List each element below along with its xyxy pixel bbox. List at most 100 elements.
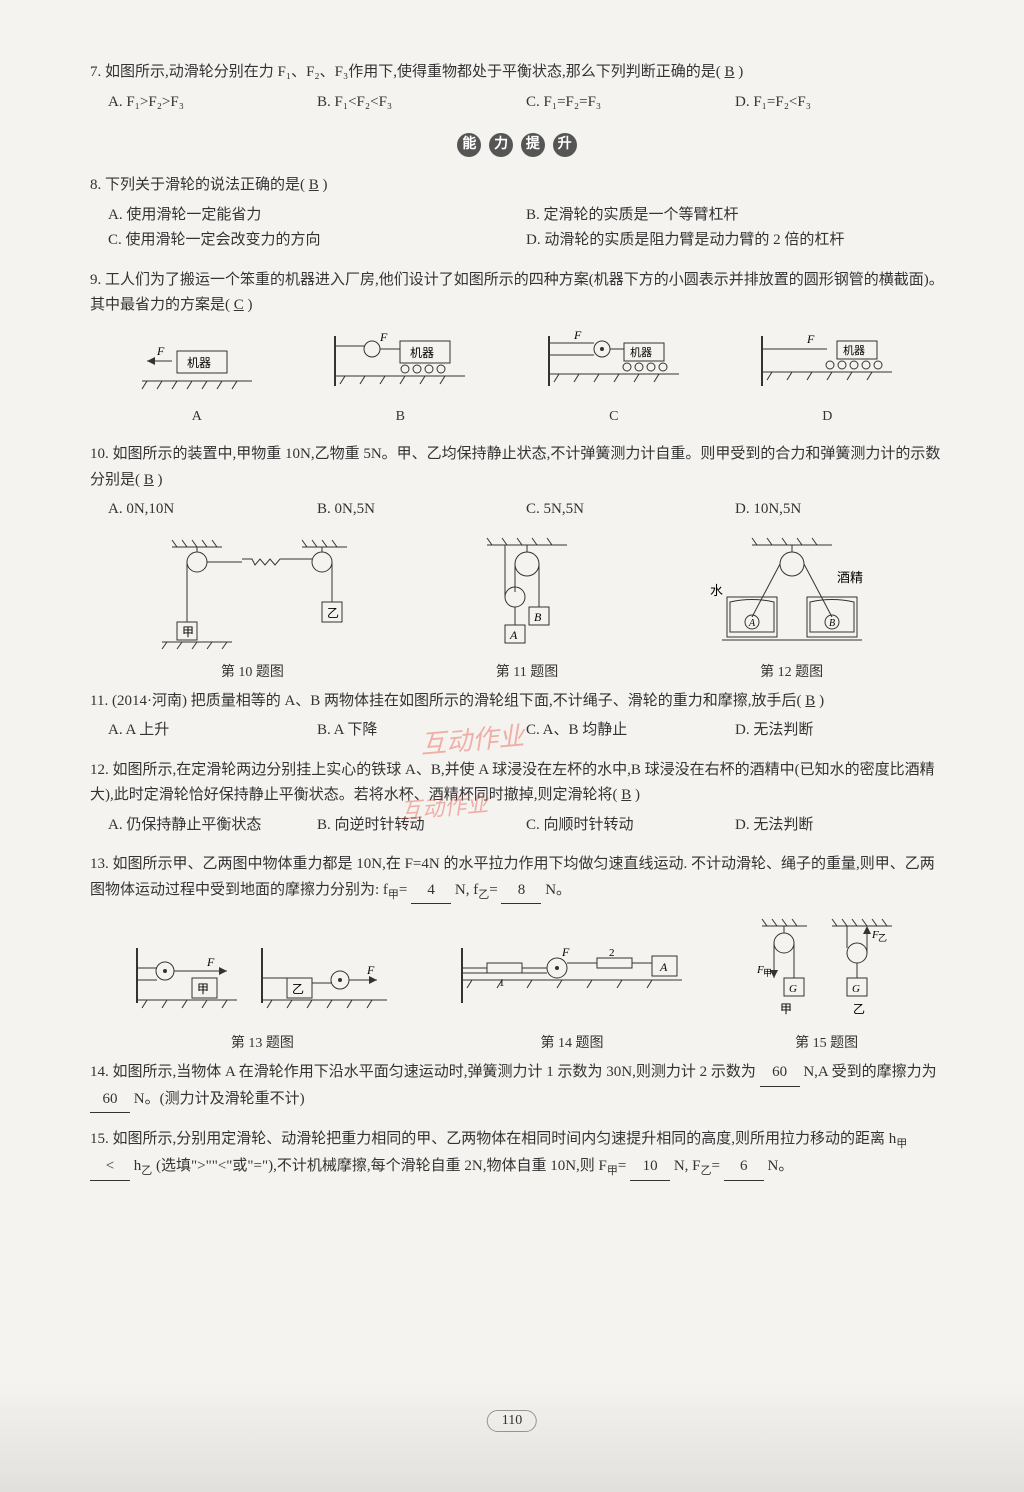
q9-fig-c: F 机器 C bbox=[544, 331, 684, 429]
box-label: 机器 bbox=[410, 346, 434, 360]
q12-opt-c: C. 向顺时针转动 bbox=[526, 813, 735, 839]
fig15-caption: 第 15 题图 bbox=[752, 1032, 902, 1052]
question-15: 15. 如图所示,分别用定滑轮、动滑轮把重力相同的甲、乙两物体在相同时间内匀速提… bbox=[90, 1127, 944, 1180]
q12-opt-d: D. 无法判断 bbox=[735, 813, 944, 839]
q13-sub1: 甲 bbox=[388, 889, 399, 901]
banner-char-2: 力 bbox=[489, 133, 513, 157]
q9-label-c: C bbox=[544, 405, 684, 429]
svg-text:F: F bbox=[206, 955, 215, 969]
q10-stem: 如图所示的装置中,甲物重 10N,乙物重 5N。甲、乙均保持静止状态,不计弹簧测… bbox=[90, 446, 940, 488]
q10-opt-c: C. 5N,5N bbox=[526, 497, 735, 523]
q8-num: 8. bbox=[90, 177, 101, 193]
q15-ans3: 6 bbox=[724, 1154, 764, 1181]
svg-text:F: F bbox=[366, 963, 375, 977]
fig-14: 1 2 A F 第 14 题图 bbox=[457, 938, 687, 1052]
q7-opt-b: B. F₁<F₂<F₃ bbox=[317, 90, 526, 116]
banner-char-4: 升 bbox=[553, 133, 577, 157]
q14-stem-c: N。(测力计及滑轮重不计) bbox=[134, 1091, 305, 1107]
question-10: 10. 如图所示的装置中,甲物重 10N,乙物重 5N。甲、乙均保持静止状态,不… bbox=[90, 442, 944, 523]
machine-diagram-c: F 机器 bbox=[544, 331, 684, 401]
q11-close: ) bbox=[819, 693, 824, 709]
page-shadow bbox=[0, 1382, 1024, 1492]
q14-num: 14. bbox=[90, 1064, 109, 1080]
force-label: F bbox=[573, 331, 582, 342]
q11-answer: B bbox=[805, 693, 815, 709]
q10-opt-a: A. 0N,10N bbox=[108, 497, 317, 523]
question-11: 11. (2014·河南) 把质量相等的 A、B 两物体挂在如图所示的滑轮组下面… bbox=[90, 689, 944, 744]
q9-stem: 工人们为了搬运一个笨重的机器进入厂房,他们设计了如图所示的四种方案(机器下方的小… bbox=[90, 272, 944, 314]
q15-stem-d: N, F bbox=[674, 1158, 701, 1174]
q11-prefix: (2014·河南) bbox=[112, 693, 187, 709]
box-label: 机器 bbox=[187, 356, 211, 370]
q9-label-d: D bbox=[757, 405, 897, 429]
water-label: 水 bbox=[710, 583, 723, 598]
svg-text:B: B bbox=[829, 618, 835, 629]
q7-options: A. F₁>F₂>F₃ B. F₁<F₂<F₃ C. F₁=F₂=F₃ D. F… bbox=[90, 90, 944, 116]
q7-answer: B bbox=[724, 64, 734, 80]
q12-opt-a: A. 仍保持静止平衡状态 bbox=[108, 813, 317, 839]
pulley-diagram-14: 1 2 A F bbox=[457, 938, 687, 1028]
q9-num: 9. bbox=[90, 272, 101, 288]
box-label: 机器 bbox=[630, 345, 652, 359]
q9-fig-d: F 机器 D bbox=[757, 331, 897, 429]
q15-ans2: 10 bbox=[630, 1154, 670, 1181]
q7-opt-c: C. F₁=F₂=F₃ bbox=[526, 90, 735, 116]
svg-text:乙: 乙 bbox=[853, 1002, 865, 1016]
q9-fig-a: F 机器 A bbox=[137, 341, 257, 429]
q9-figures: F 机器 A F 机器 B bbox=[90, 331, 944, 429]
machine-diagram-b: F 机器 bbox=[330, 331, 470, 401]
svg-text:甲: 甲 bbox=[763, 968, 772, 978]
svg-text:G: G bbox=[852, 983, 860, 995]
q13-stem-b: N。 bbox=[545, 882, 571, 898]
banner-char-3: 提 bbox=[521, 133, 545, 157]
question-12: 12. 如图所示,在定滑轮两边分别挂上实心的铁球 A、B,并使 A 球浸没在左杯… bbox=[90, 758, 944, 839]
pulley-diagram-12: A 水 B 酒精 bbox=[702, 537, 882, 657]
q10-answer: B bbox=[144, 472, 154, 488]
q15-stem-e: N。 bbox=[768, 1158, 794, 1174]
q11-opt-a: A. A 上升 bbox=[108, 718, 317, 744]
svg-text:甲: 甲 bbox=[197, 982, 209, 996]
q11-options: A. A 上升 B. A 下降 C. A、B 均静止 D. 无法判断 bbox=[90, 718, 944, 744]
svg-text:G: G bbox=[789, 983, 797, 995]
pulley-diagram-15: F甲 G 甲 F乙 G 乙 bbox=[752, 918, 902, 1028]
q12-options: A. 仍保持静止平衡状态 B. 向逆时针转动 C. 向顺时针转动 D. 无法判断 bbox=[90, 813, 944, 839]
q7-close: ) bbox=[738, 64, 743, 80]
svg-text:甲: 甲 bbox=[182, 625, 194, 639]
q8-opt-b: B. 定滑轮的实质是一个等臂杠杆 bbox=[526, 203, 944, 229]
svg-text:2: 2 bbox=[609, 947, 615, 959]
q13-num: 13. bbox=[90, 856, 109, 872]
fig12-caption: 第 12 题图 bbox=[702, 661, 882, 681]
q14-ans2: 60 bbox=[90, 1087, 130, 1114]
q10-options: A. 0N,10N B. 0N,5N C. 5N,5N D. 10N,5N bbox=[90, 497, 944, 523]
q7-stem: 如图所示,动滑轮分别在力 F₁、F₂、F₃作用下,使得重物都处于平衡状态,那么下… bbox=[105, 64, 721, 80]
fig-15: F甲 G 甲 F乙 G 乙 第 15 题图 bbox=[752, 918, 902, 1052]
question-14: 14. 如图所示,当物体 A 在滑轮作用下沿水平面匀速运动时,弹簧测力计 1 示… bbox=[90, 1060, 944, 1113]
svg-text:乙: 乙 bbox=[878, 933, 887, 943]
svg-text:乙: 乙 bbox=[292, 982, 304, 996]
q11-num: 11. bbox=[90, 693, 108, 709]
q9-label-a: A bbox=[137, 405, 257, 429]
pulley-diagram-10: 乙 甲 bbox=[152, 537, 352, 657]
question-13: 13. 如图所示甲、乙两图中物体重力都是 10N,在 F=4N 的水平拉力作用下… bbox=[90, 852, 944, 904]
q13-ans1: 4 bbox=[411, 878, 451, 905]
force-label: F bbox=[156, 344, 165, 358]
q10-opt-b: B. 0N,5N bbox=[317, 497, 526, 523]
machine-diagram-d: F 机器 bbox=[757, 331, 897, 401]
q11-opt-c: C. A、B 均静止 bbox=[526, 718, 735, 744]
svg-text:A: A bbox=[659, 960, 668, 974]
pulley-diagram-13: 甲 F 乙 F bbox=[132, 938, 392, 1028]
q10-close: ) bbox=[158, 472, 163, 488]
svg-text:B: B bbox=[534, 610, 542, 624]
q14-stem-b: N,A 受到的摩擦力为 bbox=[803, 1064, 936, 1080]
q9-close: ) bbox=[248, 297, 253, 313]
q15-stem-c: (选填">""<"或"="),不计机械摩擦,每个滑轮自重 2N,物体自重 10N… bbox=[156, 1158, 607, 1174]
svg-text:F: F bbox=[561, 945, 570, 959]
svg-text:A: A bbox=[748, 618, 756, 629]
section-banner: 能 力 提 升 bbox=[90, 133, 944, 157]
fig13-caption: 第 13 题图 bbox=[132, 1032, 392, 1052]
q12-answer: B bbox=[621, 787, 631, 803]
q7-opt-d: D. F₁=F₂<F₃ bbox=[735, 90, 944, 116]
q11-opt-d: D. 无法判断 bbox=[735, 718, 944, 744]
q8-stem: 下列关于滑轮的说法正确的是( bbox=[105, 177, 305, 193]
q10-opt-d: D. 10N,5N bbox=[735, 497, 944, 523]
